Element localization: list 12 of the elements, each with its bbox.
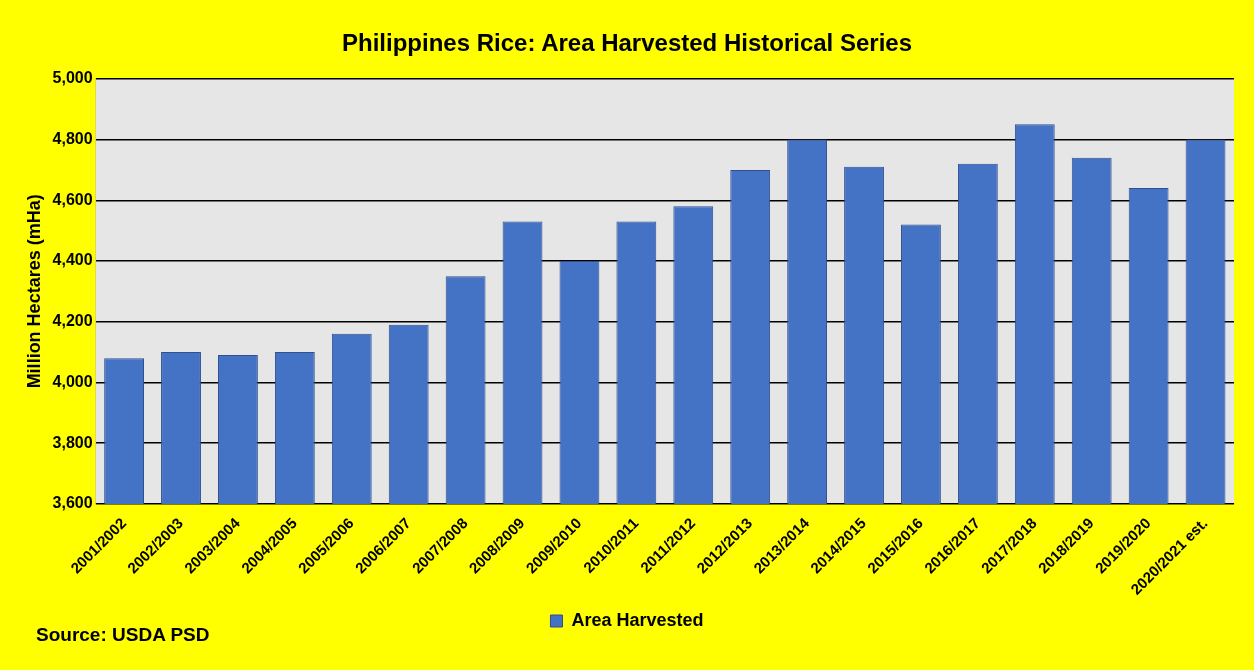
y-tick-label: 4,800 <box>52 129 93 147</box>
legend-label: Area Harvested <box>571 609 704 630</box>
y-tick-label: 4,000 <box>52 372 93 390</box>
source-note: Source: USDA PSD <box>36 624 210 646</box>
y-tick-label: 4,200 <box>52 312 93 330</box>
y-tick-label: 5,000 <box>52 69 93 87</box>
y-axis-title: Million Hectares (mHa) <box>23 194 44 389</box>
y-tick-label: 3,800 <box>52 433 93 451</box>
y-tick-label: 3,600 <box>52 494 93 512</box>
y-tick-label: 4,400 <box>52 251 93 269</box>
chart-title: Philippines Rice: Area Harvested Historical Series <box>341 29 913 57</box>
y-tick-label: 4,600 <box>52 190 93 208</box>
